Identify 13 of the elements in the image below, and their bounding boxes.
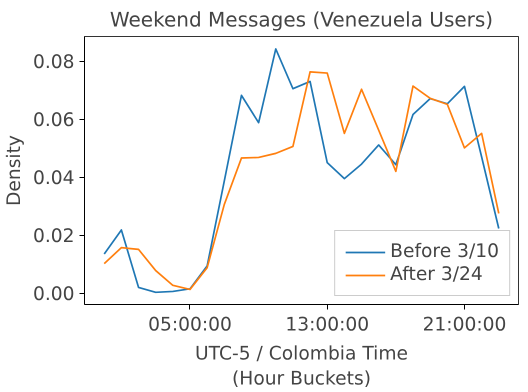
y-tick-label: 0.00 — [32, 284, 75, 306]
legend-label: Before 3/10 — [390, 241, 499, 262]
x-tick-label: 05:00:00 — [148, 314, 232, 336]
y-tick-label: 0.08 — [32, 52, 75, 74]
x-tick-label: 13:00:00 — [285, 314, 370, 336]
y-tick-label: 0.04 — [32, 168, 75, 190]
chart-title: Weekend Messages (Venezuela Users) — [110, 8, 494, 32]
y-tick-label: 0.06 — [32, 110, 75, 132]
y-axis-title: Density — [4, 135, 25, 206]
y-tick-label: 0.02 — [32, 226, 75, 248]
x-axis-title: UTC-5 / Colombia Time (Hour Buckets) — [195, 344, 408, 390]
legend-label: After 3/24 — [390, 264, 483, 285]
x-tick-label: 21:00:00 — [422, 314, 506, 336]
